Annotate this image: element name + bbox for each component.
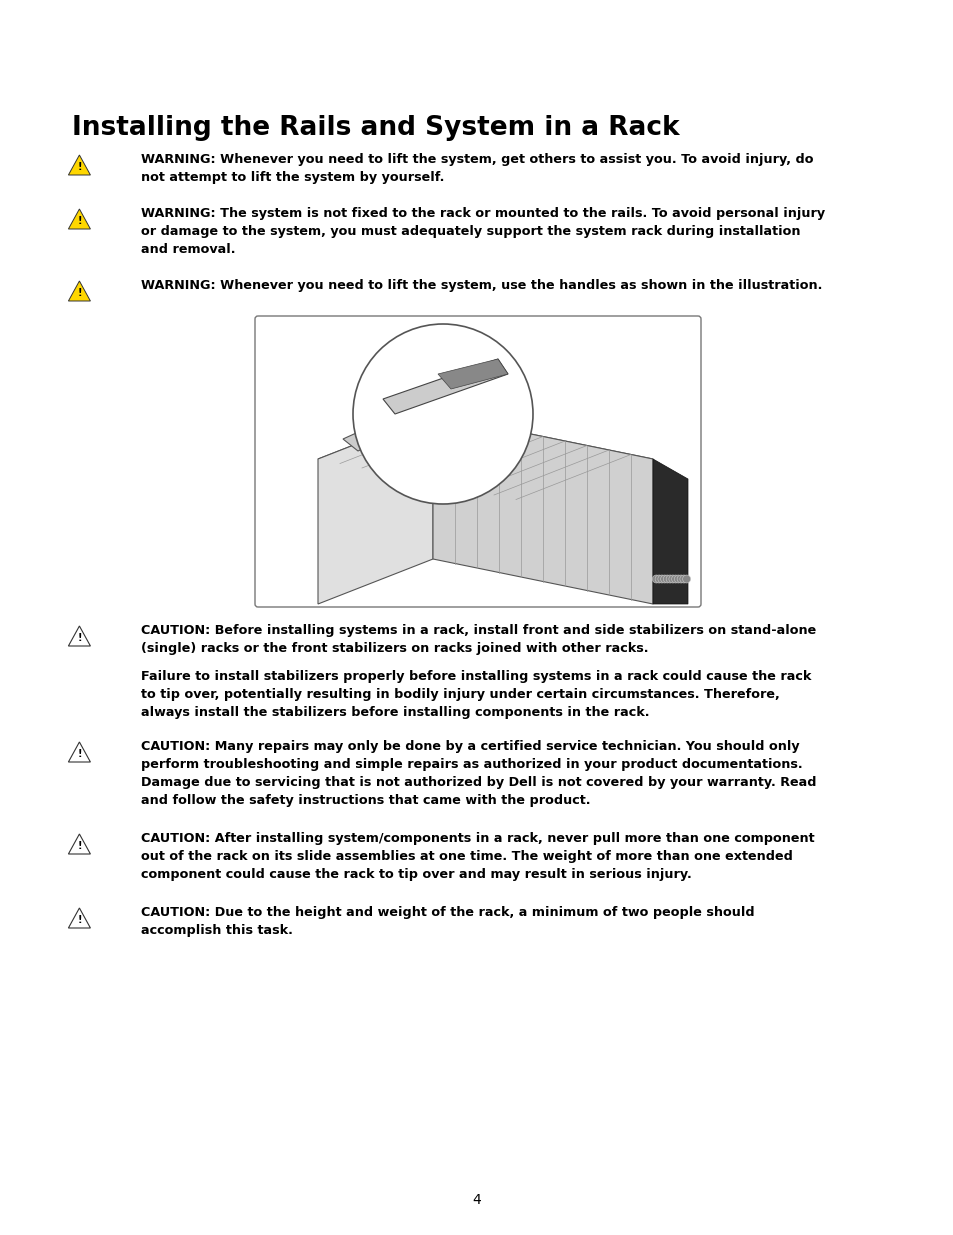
Polygon shape: [343, 414, 413, 451]
Circle shape: [655, 576, 662, 583]
Text: component could cause the rack to tip over and may result in serious injury.: component could cause the rack to tip ov…: [141, 868, 691, 881]
Text: !: !: [77, 750, 82, 760]
Text: to tip over, potentially resulting in bodily injury under certain circumstances.: to tip over, potentially resulting in bo…: [141, 688, 780, 701]
Circle shape: [668, 576, 677, 583]
Text: or damage to the system, you must adequately support the system rack during inst: or damage to the system, you must adequa…: [141, 225, 800, 238]
Text: !: !: [77, 162, 82, 173]
Polygon shape: [69, 156, 91, 175]
Text: WARNING: Whenever you need to lift the system, get others to assist you. To avoi: WARNING: Whenever you need to lift the s…: [141, 153, 813, 165]
Text: !: !: [77, 841, 82, 851]
Text: and removal.: and removal.: [141, 243, 235, 256]
Circle shape: [665, 576, 674, 583]
Circle shape: [679, 576, 687, 583]
Text: Failure to install stabilizers properly before installing systems in a rack coul: Failure to install stabilizers properly …: [141, 671, 811, 683]
Text: CAUTION: After installing system/components in a rack, never pull more than one : CAUTION: After installing system/compone…: [141, 832, 814, 845]
Polygon shape: [317, 414, 433, 604]
Text: accomplish this task.: accomplish this task.: [141, 924, 293, 937]
Polygon shape: [69, 834, 91, 853]
Circle shape: [677, 576, 684, 583]
Polygon shape: [69, 908, 91, 927]
Text: (single) racks or the front stabilizers on racks joined with other racks.: (single) racks or the front stabilizers …: [141, 642, 648, 655]
Polygon shape: [382, 359, 507, 414]
Text: CAUTION: Before installing systems in a rack, install front and side stabilizers: CAUTION: Before installing systems in a …: [141, 624, 816, 637]
Text: !: !: [77, 289, 82, 299]
Circle shape: [671, 576, 679, 583]
Circle shape: [682, 576, 690, 583]
Text: 4: 4: [472, 1193, 481, 1207]
Text: Installing the Rails and System in a Rack: Installing the Rails and System in a Rac…: [71, 115, 679, 141]
Circle shape: [674, 576, 681, 583]
Text: WARNING: The system is not fixed to the rack or mounted to the rails. To avoid p: WARNING: The system is not fixed to the …: [141, 207, 824, 220]
Text: CAUTION: Due to the height and weight of the rack, a minimum of two people shoul: CAUTION: Due to the height and weight of…: [141, 906, 754, 919]
Text: WARNING: Whenever you need to lift the system, use the handles as shown in the i: WARNING: Whenever you need to lift the s…: [141, 279, 821, 291]
Polygon shape: [69, 209, 91, 228]
Polygon shape: [437, 359, 507, 389]
Text: always install the stabilizers before installing components in the rack.: always install the stabilizers before in…: [141, 706, 649, 719]
Text: and follow the safety instructions that came with the product.: and follow the safety instructions that …: [141, 794, 590, 806]
Text: CAUTION: Many repairs may only be done by a certified service technician. You sh: CAUTION: Many repairs may only be done b…: [141, 740, 799, 753]
Polygon shape: [317, 414, 652, 504]
Circle shape: [353, 324, 533, 504]
FancyBboxPatch shape: [254, 316, 700, 606]
Text: out of the rack on its slide assemblies at one time. The weight of more than one: out of the rack on its slide assemblies …: [141, 850, 792, 863]
Text: not attempt to lift the system by yourself.: not attempt to lift the system by yourse…: [141, 170, 444, 184]
Text: !: !: [77, 915, 82, 925]
Polygon shape: [652, 459, 687, 604]
Polygon shape: [69, 282, 91, 301]
Text: Damage due to servicing that is not authorized by Dell is not covered by your wa: Damage due to servicing that is not auth…: [141, 776, 816, 789]
Polygon shape: [433, 414, 652, 604]
Circle shape: [659, 576, 668, 583]
Polygon shape: [69, 626, 91, 646]
Circle shape: [652, 576, 659, 583]
Circle shape: [662, 576, 671, 583]
Polygon shape: [69, 742, 91, 762]
Text: perform troubleshooting and simple repairs as authorized in your product documen: perform troubleshooting and simple repai…: [141, 758, 802, 771]
Text: !: !: [77, 634, 82, 643]
Circle shape: [658, 576, 665, 583]
Text: !: !: [77, 216, 82, 226]
